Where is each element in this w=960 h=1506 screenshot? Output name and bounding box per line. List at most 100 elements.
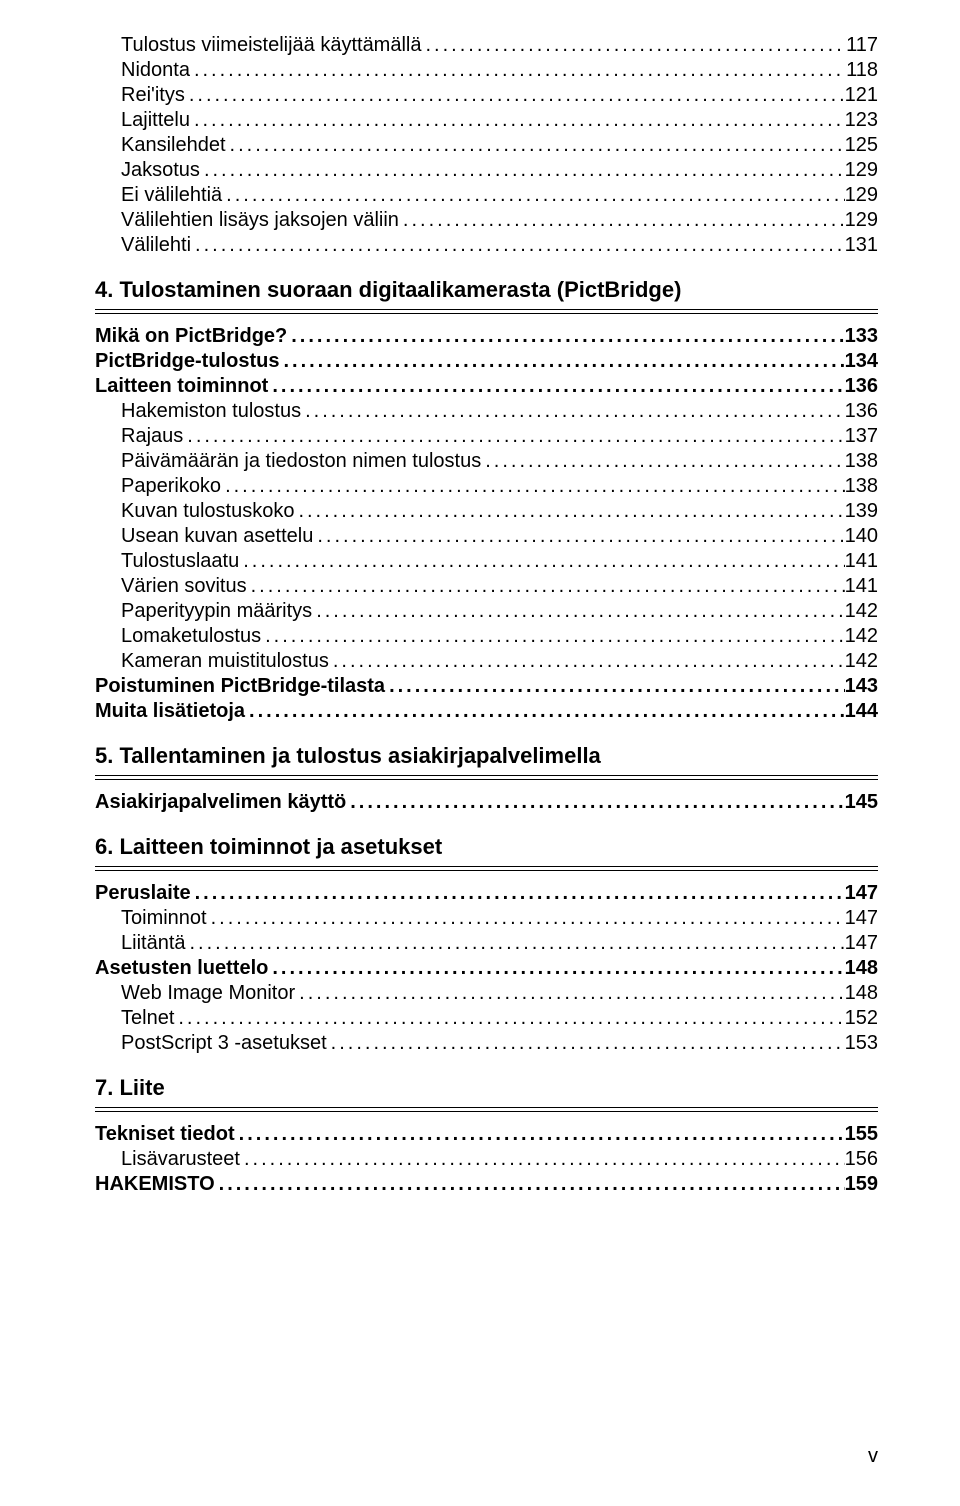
toc-leader-dots (186, 932, 845, 955)
toc-entry-page: 155 (845, 1123, 878, 1146)
toc-entry-label: Asetusten luettelo (95, 957, 268, 980)
toc-entry: Poistuminen PictBridge-tilasta 143 (95, 675, 878, 698)
toc-entry-label: Usean kuvan asettelu (121, 525, 313, 548)
toc-leader-dots (346, 791, 844, 814)
toc-entry-label: Välilehti (121, 234, 191, 257)
toc-entry: Tulostus viimeistelijää käyttämällä 117 (95, 34, 878, 57)
toc-leader-dots (247, 575, 845, 598)
toc-entry-page: 138 (845, 475, 878, 498)
toc-leader-dots (295, 982, 844, 1005)
toc-entry-label: Rajaus (121, 425, 183, 448)
toc-entry-page: 147 (845, 882, 878, 905)
toc-entry-page: 141 (845, 575, 878, 598)
toc-entry: Tulostuslaatu141 (95, 550, 878, 573)
toc-entry-label: Hakemiston tulostus (121, 400, 301, 423)
toc-entry-label: PostScript 3 -asetukset (121, 1032, 327, 1055)
table-of-contents: Tulostus viimeistelijää käyttämällä 117 Ni… (95, 34, 878, 1196)
toc-entry-page: 143 (845, 675, 878, 698)
toc-entry-page: 142 (845, 650, 878, 673)
toc-leader-dots (174, 1007, 844, 1030)
section-underline (95, 1107, 878, 1111)
toc-entry: PostScript 3 -asetukset 153 (95, 1032, 878, 1055)
toc-entry: Usean kuvan asettelu 140 (95, 525, 878, 548)
toc-entry: Web Image Monitor148 (95, 982, 878, 1005)
toc-leader-dots (268, 375, 844, 398)
toc-entry-label: Rei'itys (121, 84, 185, 107)
toc-entry-label: Liitäntä (121, 932, 186, 955)
toc-entry-label: Kuvan tulostuskoko (121, 500, 294, 523)
toc-leader-dots (240, 1148, 845, 1171)
toc-entry: Kuvan tulostuskoko 139 (95, 500, 878, 523)
section-underline (95, 866, 878, 870)
toc-entry: Telnet152 (95, 1007, 878, 1030)
toc-leader-dots (245, 700, 845, 723)
toc-entry-label: Telnet (121, 1007, 174, 1030)
toc-leader-dots (200, 159, 845, 182)
toc-entry-page: 139 (845, 500, 878, 523)
section-heading: 6. Laitteen toiminnot ja asetukset (95, 834, 878, 860)
toc-leader-dots (190, 59, 846, 82)
toc-entry: Kameran muistitulostus142 (95, 650, 878, 673)
toc-leader-dots (279, 350, 844, 373)
toc-leader-dots (294, 500, 844, 523)
toc-entry: Lajittelu 123 (95, 109, 878, 132)
toc-entry: Välilehti 131 (95, 234, 878, 257)
toc-entry: Mikä on PictBridge?133 (95, 325, 878, 348)
toc-leader-dots (222, 184, 844, 207)
section-heading: 4. Tulostaminen suoraan digitaalikameras… (95, 277, 878, 303)
section-heading: 7. Liite (95, 1075, 878, 1101)
toc-entry-label: Päivämäärän ja tiedoston nimen tulostus (121, 450, 481, 473)
toc-leader-dots (190, 109, 845, 132)
toc-entry-label: Tulostus viimeistelijää käyttämällä (121, 34, 421, 57)
toc-entry-page: 129 (845, 209, 878, 232)
toc-entry-label: PictBridge-tulostus (95, 350, 279, 373)
toc-entry: Hakemiston tulostus 136 (95, 400, 878, 423)
toc-leader-dots (185, 84, 845, 107)
toc-entry: Lisävarusteet156 (95, 1148, 878, 1171)
toc-entry: Värien sovitus 141 (95, 575, 878, 598)
toc-leader-dots (399, 209, 845, 232)
toc-entry: Toiminnot147 (95, 907, 878, 930)
toc-entry-page: 129 (845, 159, 878, 182)
toc-entry-label: Kansilehdet (121, 134, 226, 157)
toc-entry-page: 142 (845, 625, 878, 648)
toc-entry-page: 145 (845, 791, 878, 814)
toc-entry-page: 148 (845, 957, 878, 980)
toc-entry-page: 144 (845, 700, 878, 723)
toc-leader-dots (385, 675, 845, 698)
toc-entry-label: Poistuminen PictBridge-tilasta (95, 675, 385, 698)
toc-entry-page: 140 (845, 525, 878, 548)
toc-entry: Päivämäärän ja tiedoston nimen tulostus 1… (95, 450, 878, 473)
toc-entry-label: Värien sovitus (121, 575, 247, 598)
toc-entry-label: Laitteen toiminnot (95, 375, 268, 398)
toc-entry-page: 136 (845, 375, 878, 398)
toc-entry-page: 134 (845, 350, 878, 373)
toc-entry-label: Peruslaite (95, 882, 191, 905)
toc-leader-dots (327, 1032, 845, 1055)
toc-leader-dots (235, 1123, 845, 1146)
toc-entry: Paperityypin määritys142 (95, 600, 878, 623)
toc-entry-page: 123 (845, 109, 878, 132)
toc-entry-page: 153 (845, 1032, 878, 1055)
toc-entry-page: 131 (845, 234, 878, 257)
toc-leader-dots (191, 882, 845, 905)
toc-entry-label: Web Image Monitor (121, 982, 295, 1005)
toc-entry: Asetusten luettelo 148 (95, 957, 878, 980)
toc-leader-dots (215, 1173, 845, 1196)
toc-leader-dots (226, 134, 845, 157)
toc-entry-page: 136 (845, 400, 878, 423)
toc-entry-label: Nidonta (121, 59, 190, 82)
toc-entry-page: 133 (845, 325, 878, 348)
toc-entry-page: 138 (845, 450, 878, 473)
toc-entry: Peruslaite 147 (95, 882, 878, 905)
toc-leader-dots (421, 34, 846, 57)
toc-entry-label: Lomaketulostus (121, 625, 261, 648)
toc-leader-dots (221, 475, 845, 498)
toc-leader-dots (301, 400, 845, 423)
toc-entry-page: 117 (846, 34, 878, 57)
toc-entry: Ei välilehtiä129 (95, 184, 878, 207)
toc-leader-dots (239, 550, 844, 573)
toc-entry-label: Jaksotus (121, 159, 200, 182)
toc-entry-label: Lajittelu (121, 109, 190, 132)
toc-entry-label: Paperikoko (121, 475, 221, 498)
